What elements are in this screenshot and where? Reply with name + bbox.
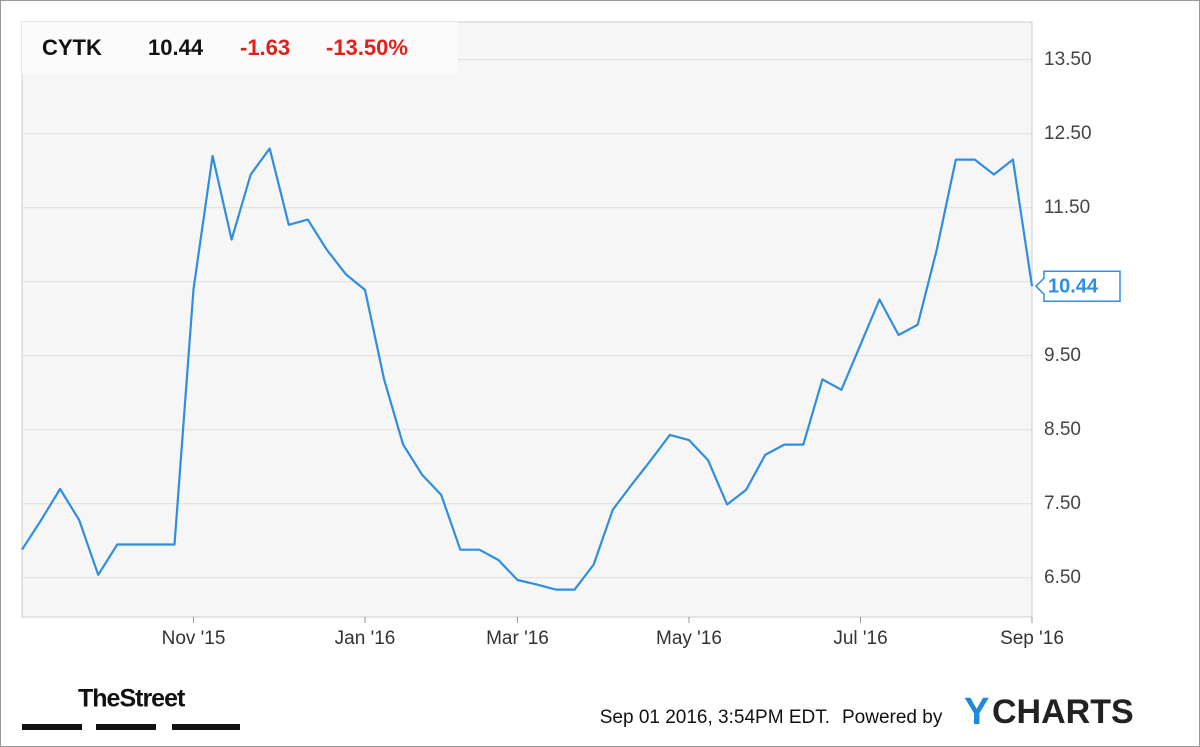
y-tick-label: 8.50 <box>1044 419 1081 440</box>
timestamp: Sep 01 2016, 3:54PM EDT. <box>600 707 830 728</box>
y-tick-label: 11.50 <box>1044 197 1090 218</box>
change: -1.63 <box>240 35 290 60</box>
change-pct: -13.50% <box>326 35 408 60</box>
powered-by: Powered by <box>842 707 943 728</box>
y-tick-label: 13.50 <box>1044 49 1092 70</box>
x-tick-label: May '16 <box>656 628 722 649</box>
grid <box>22 59 1032 579</box>
x-tick-label: Mar '16 <box>486 628 549 649</box>
logo-bar <box>96 724 156 730</box>
y-tick-label: 12.50 <box>1044 123 1092 144</box>
plot-area <box>21 21 1033 618</box>
x-tick-label: Jul '16 <box>833 628 887 649</box>
brand-y: Y <box>964 691 989 733</box>
logo-bar <box>22 724 82 730</box>
y-tick-label: 9.50 <box>1044 345 1081 366</box>
price: 10.44 <box>148 35 204 60</box>
ticker: CYTK <box>42 35 102 60</box>
callout-box <box>1034 270 1121 302</box>
x-tick-label: Sep '16 <box>1000 628 1064 649</box>
header-box <box>22 22 458 74</box>
partner-logo: TheStreet <box>78 685 186 713</box>
logo-bar <box>172 724 240 730</box>
x-tick-label: Nov '15 <box>162 628 226 649</box>
x-tick-label: Jan '16 <box>335 628 396 649</box>
last-value-label: 10.44 <box>1048 275 1099 297</box>
y-tick-label: 7.50 <box>1044 493 1081 514</box>
price-line <box>21 147 1034 591</box>
brand-rest: CHARTS <box>992 693 1134 731</box>
last-value-callout: 10.44 <box>1034 270 1121 302</box>
y-tick-label: 6.50 <box>1044 567 1081 588</box>
